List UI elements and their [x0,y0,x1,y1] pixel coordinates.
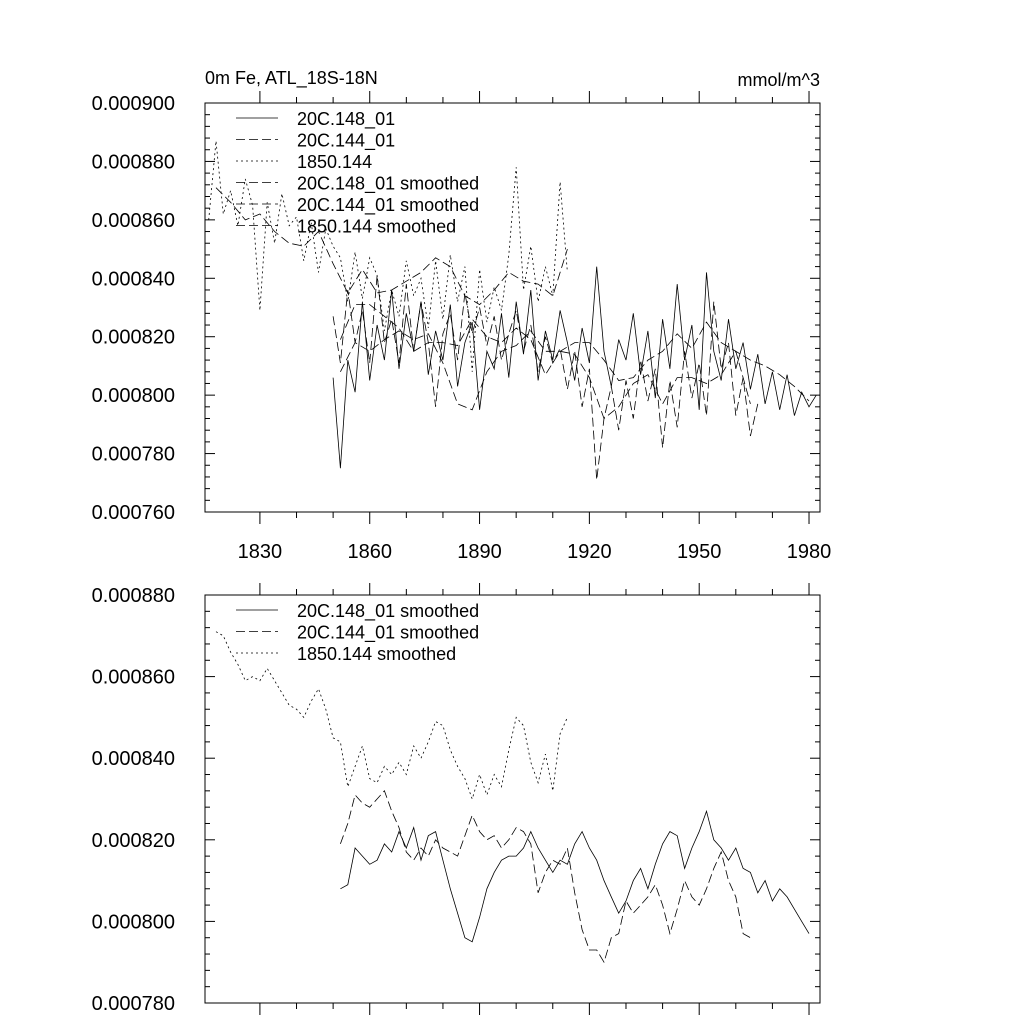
series-line-5 [340,304,751,420]
legend-label: 1850.144 smoothed [297,217,456,237]
y-tick-label: 0.000780 [92,444,175,466]
legend-label: 20C.148_01 [297,109,395,130]
series-line-4 [340,321,810,411]
x-tick-label: 1890 [457,541,502,563]
legend-label: 20C.144_01 smoothed [297,195,479,216]
y-tick-label: 0.000820 [92,830,175,852]
y-tick-label: 0.000780 [92,993,175,1015]
y-tick-label: 0.000860 [92,210,175,232]
chart-bottom: 0.000780 0.000800 0.000820 0.000840 0.000860… [92,583,821,1015]
y-tick-label: 0.000900 [92,93,175,115]
plot-area-bottom: 0.000780 0.000800 0.000820 0.000840 0.000860… [92,583,821,1015]
y-tick-label: 0.000760 [92,502,175,524]
x-tick-label: 1830 [238,541,283,563]
legend-label: 20C.148_01 smoothed [297,601,479,622]
plot-frame [204,102,821,513]
y-tick-label: 0.000880 [92,585,175,607]
x-tick-label: 1920 [567,541,612,563]
y-tick-label: 0.000800 [92,385,175,407]
legend-label: 1850.144 smoothed [297,644,456,664]
legend-label: 1850.144 [297,152,372,172]
x-tick-label: 1980 [787,541,832,563]
legend-label: 20C.144_01 smoothed [297,623,479,644]
y-tick-label: 0.000880 [92,151,175,173]
series-line-2 [332,275,759,480]
series-line-1 [332,266,817,469]
series-line-2 [340,790,751,964]
chart-units: mmol/m^3 [738,70,820,90]
y-tick-label: 0.000820 [92,327,175,349]
series-line-1 [340,809,810,943]
y-tick-label: 0.000840 [92,748,175,770]
x-tick-label: 1950 [677,541,722,563]
y-tick-label: 0.000860 [92,667,175,689]
series-line-6 [215,187,568,306]
legend-label: 20C.144_01 [297,131,395,152]
chart-top: 0m Fe, ATL_18S-18N mmol/m^3 0.0007600.00… [92,68,832,563]
legend-label: 20C.148_01 smoothed [297,174,479,195]
y-tick-label: 0.000800 [92,911,175,933]
plot-frame [204,594,821,1004]
y-tick-label: 0.000840 [92,268,175,290]
x-tick-label: 1860 [347,541,392,563]
chart-title: 0m Fe, ATL_18S-18N [205,68,378,89]
plot-area-top: 0.000760 0.000780 0.000800 0.000820 0.000840… [92,91,832,563]
